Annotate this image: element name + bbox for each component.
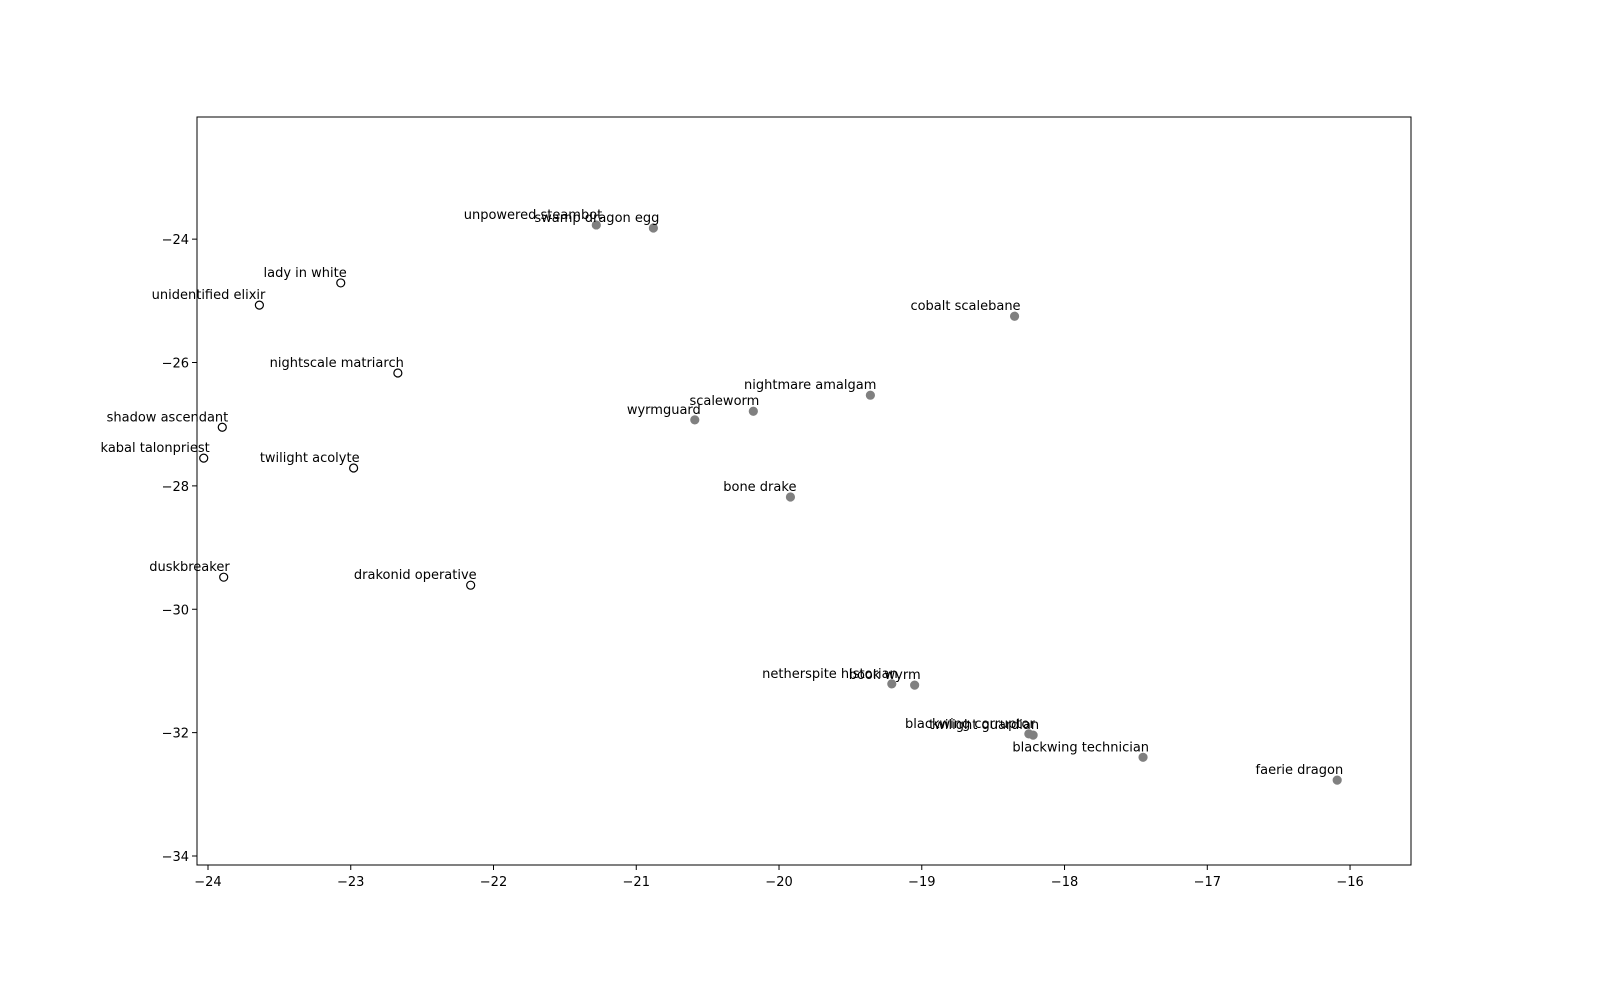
x-tick-label: −20 [765,875,792,890]
point-label: bone drake [723,480,796,495]
point-label: blackwing corruptor [905,717,1035,732]
y-tick-label: −32 [162,727,189,742]
point-label: netherspite historian [762,667,898,682]
x-tick-label: −19 [908,875,935,890]
point [219,572,229,582]
x-tick-label: −24 [194,875,221,890]
point [1028,730,1038,740]
y-tick-label: −30 [162,603,189,618]
point [648,223,658,233]
x-tick-label: −21 [623,875,650,890]
point-label: kabal talonpriest [101,441,210,456]
y-tick-label: −34 [162,850,189,865]
point-label: faerie dragon [1256,763,1344,778]
point [591,220,601,230]
x-tick-label: −22 [480,875,507,890]
point-label: unidentified elixir [152,288,266,303]
x-tick-label: −23 [337,875,364,890]
point-label: lady in white [264,266,347,281]
y-tick-label: −28 [162,480,189,495]
x-tick-label: −17 [1194,875,1221,890]
point [785,492,796,502]
point [349,463,359,473]
point-label: blackwing technician [1012,740,1149,755]
y-tick-label: −26 [162,357,189,372]
point [254,300,264,310]
point-label: drakonid operative [354,568,477,583]
point-label: twilight guardian [929,718,1039,733]
point [336,278,346,288]
x-tick-label: −18 [1051,875,1078,890]
point-label: book wyrm [849,668,921,683]
point-label: nightmare amalgam [744,378,876,393]
plot-frame [196,116,1412,866]
point-label: shadow ascendant [107,410,229,425]
point-label: cobalt scalebane [910,299,1020,314]
point [466,580,476,590]
point [748,406,758,416]
point-label: twilight acolyte [260,451,360,466]
point-label: wyrmguard [627,403,701,418]
point-label: nightscale matriarch [270,356,404,371]
point [217,422,227,432]
point [1138,752,1148,762]
point-label: unpowered steambot [464,208,603,223]
point-label: duskbreaker [149,560,230,575]
point [1009,311,1020,321]
point-label: scaleworm [689,394,759,409]
point [393,368,403,378]
point [690,415,700,425]
y-tick-label: −24 [162,233,189,248]
point-label: swamp dragon egg [534,211,659,226]
point [1332,775,1342,785]
point [865,390,875,400]
x-tick-label: −16 [1336,875,1363,890]
point [910,680,920,690]
point [199,453,209,463]
point [887,679,897,689]
